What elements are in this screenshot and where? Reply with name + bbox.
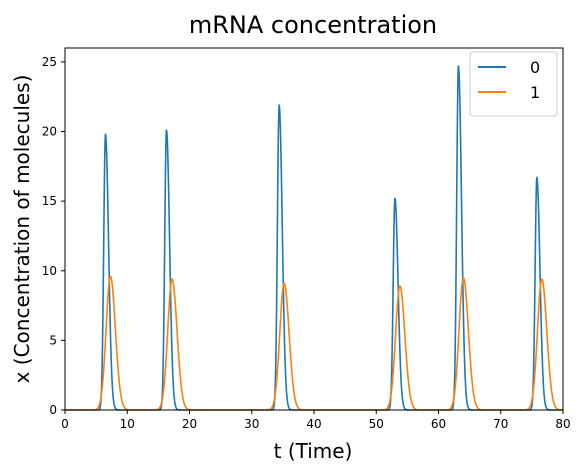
y-tick-label: 10 (42, 264, 57, 278)
x-tick-label: 20 (182, 417, 197, 431)
plot-lines (64, 65, 564, 411)
y-tick-label: 5 (49, 333, 57, 347)
x-tick-label: 80 (555, 417, 570, 431)
y-tick-label: 15 (42, 194, 57, 208)
series-line-0 (64, 65, 564, 411)
y-axis-label: x (Concentration of molecules) (10, 75, 34, 384)
x-tick-label: 50 (369, 417, 384, 431)
y-axis: 0 5 10 15 20 25 (42, 55, 65, 417)
x-axis-label: t (Time) (274, 439, 353, 463)
y-tick-label: 0 (49, 403, 57, 417)
x-tick-label: 40 (306, 417, 321, 431)
x-tick-label: 0 (61, 417, 69, 431)
legend-label-0: 0 (530, 58, 540, 77)
legend-label-1: 1 (530, 83, 540, 102)
x-tick-label: 30 (244, 417, 259, 431)
x-tick-label: 10 (120, 417, 135, 431)
chart-title: mRNA concentration (189, 11, 437, 39)
x-axis: 0 10 20 30 40 50 60 70 80 (61, 410, 571, 431)
y-tick-label: 20 (42, 125, 57, 139)
series-line-1 (64, 275, 564, 411)
y-tick-label: 25 (42, 55, 57, 69)
legend: 01 (469, 51, 558, 117)
x-tick-label: 70 (493, 417, 508, 431)
x-tick-label: 60 (431, 417, 446, 431)
legend-box (469, 51, 558, 117)
